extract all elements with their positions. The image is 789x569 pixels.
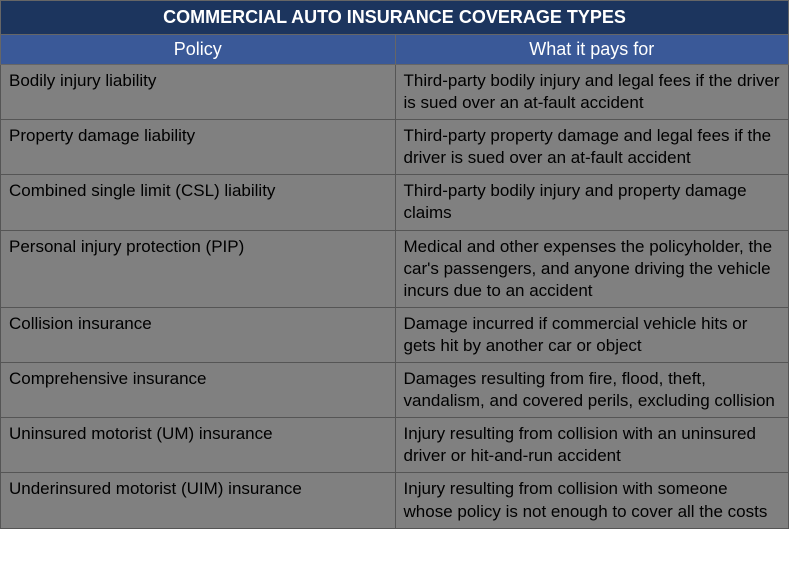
pays-cell: Damages resulting from fire, flood, thef…: [395, 363, 788, 418]
policy-cell: Property damage liability: [1, 120, 396, 175]
table-title: COMMERCIAL AUTO INSURANCE COVERAGE TYPES: [1, 1, 789, 35]
policy-cell: Combined single limit (CSL) liability: [1, 175, 396, 230]
pays-cell: Injury resulting from collision with som…: [395, 473, 788, 528]
pays-cell: Third-party bodily injury and property d…: [395, 175, 788, 230]
table-row: Personal injury protection (PIP) Medical…: [1, 230, 789, 307]
table-body: Bodily injury liability Third-party bodi…: [1, 65, 789, 529]
table-row: Collision insurance Damage incurred if c…: [1, 307, 789, 362]
pays-cell: Medical and other expenses the policyhol…: [395, 230, 788, 307]
policy-cell: Uninsured motorist (UM) insurance: [1, 418, 396, 473]
header-row: Policy What it pays for: [1, 35, 789, 65]
table-row: Property damage liability Third-party pr…: [1, 120, 789, 175]
policy-cell: Personal injury protection (PIP): [1, 230, 396, 307]
pays-cell: Injury resulting from collision with an …: [395, 418, 788, 473]
policy-cell: Underinsured motorist (UIM) insurance: [1, 473, 396, 528]
table-row: Underinsured motorist (UIM) insurance In…: [1, 473, 789, 528]
policy-cell: Bodily injury liability: [1, 65, 396, 120]
table-row: Bodily injury liability Third-party bodi…: [1, 65, 789, 120]
header-policy: Policy: [1, 35, 396, 65]
title-row: COMMERCIAL AUTO INSURANCE COVERAGE TYPES: [1, 1, 789, 35]
table-row: Combined single limit (CSL) liability Th…: [1, 175, 789, 230]
pays-cell: Third-party bodily injury and legal fees…: [395, 65, 788, 120]
policy-cell: Comprehensive insurance: [1, 363, 396, 418]
policy-cell: Collision insurance: [1, 307, 396, 362]
table-row: Comprehensive insurance Damages resultin…: [1, 363, 789, 418]
pays-cell: Damage incurred if commercial vehicle hi…: [395, 307, 788, 362]
header-pays: What it pays for: [395, 35, 788, 65]
pays-cell: Third-party property damage and legal fe…: [395, 120, 788, 175]
table-row: Uninsured motorist (UM) insurance Injury…: [1, 418, 789, 473]
insurance-coverage-table: COMMERCIAL AUTO INSURANCE COVERAGE TYPES…: [0, 0, 789, 529]
